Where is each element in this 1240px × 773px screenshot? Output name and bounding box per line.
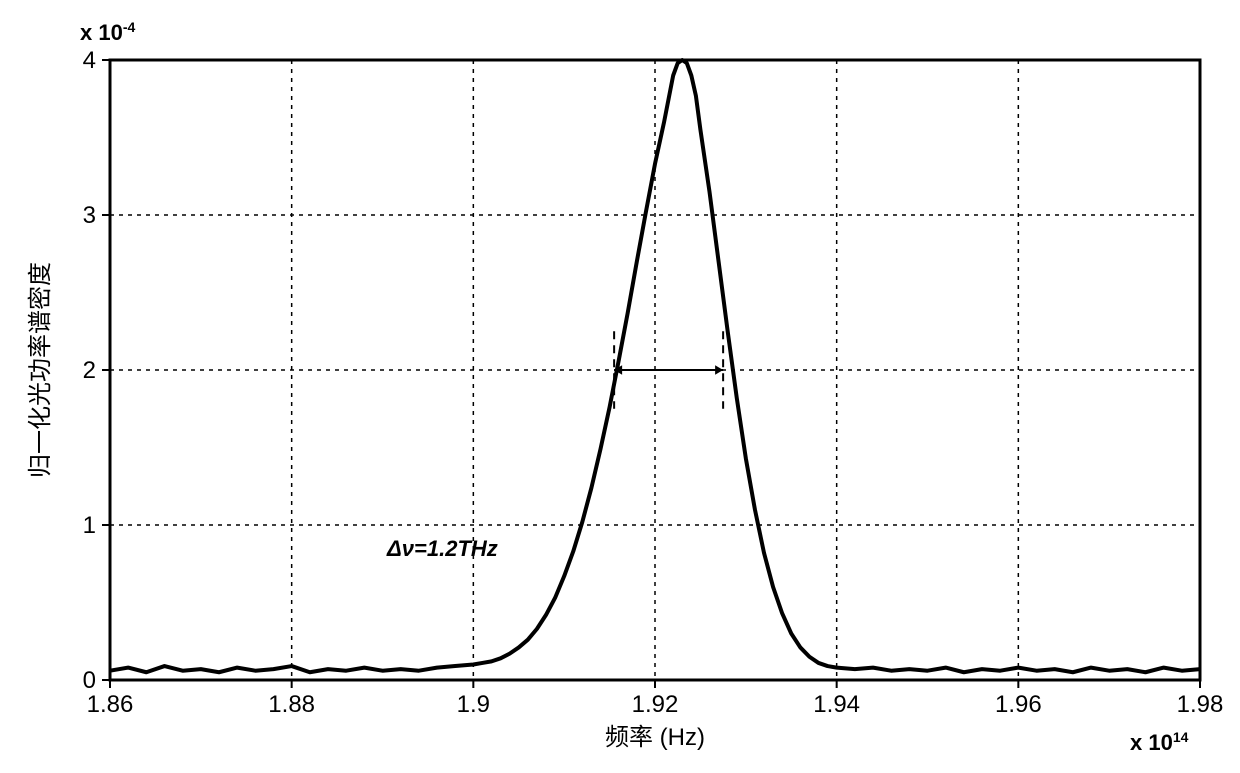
x-tick-label: 1.96 xyxy=(995,691,1042,718)
x-tick-label: 1.88 xyxy=(268,691,315,718)
annotation-text: Δν=1.2THz xyxy=(386,536,498,561)
x-axis-label: 频率 (Hz) xyxy=(605,724,705,751)
x-multiplier: x 1014 xyxy=(1130,729,1189,755)
spectrum-chart: 1.86 1.88 1.9 1.92 1.94 1.96 1.98 0 1 2 3 4 频率 (Hz) x… xyxy=(0,0,1240,773)
y-tick-label: 3 xyxy=(83,202,96,229)
x-tick-label: 1.94 xyxy=(813,691,860,718)
x-tick-label: 1.98 xyxy=(1177,691,1224,718)
y-multiplier: x 10-4 xyxy=(80,19,135,45)
fwhm-arrow-right xyxy=(715,365,723,375)
x-tick-label: 1.86 xyxy=(87,691,134,718)
x-tick-label: 1.9 xyxy=(457,691,490,718)
y-tick-label: 4 xyxy=(83,47,96,74)
y-tick-label: 2 xyxy=(83,357,96,384)
chart-svg: 1.86 1.88 1.9 1.92 1.94 1.96 1.98 0 1 2 3 4 频率 (Hz) x… xyxy=(0,0,1240,773)
y-tick-label: 0 xyxy=(83,667,96,694)
x-tick-label: 1.92 xyxy=(632,691,679,718)
y-tick-label: 1 xyxy=(83,512,96,539)
y-axis-label: 归一化光功率谱密度 xyxy=(27,262,54,478)
